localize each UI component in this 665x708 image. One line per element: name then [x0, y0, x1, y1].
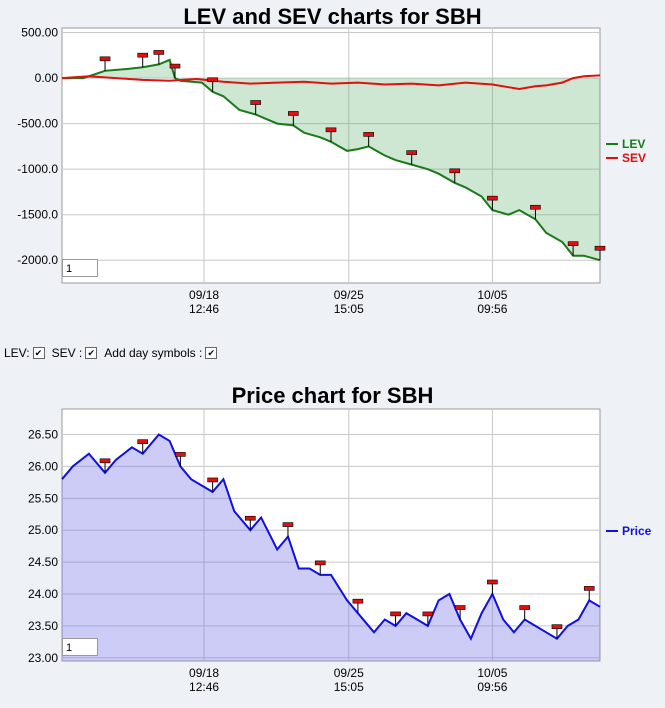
day-marker: [99, 56, 111, 62]
x-tick-label: 10/05: [477, 288, 507, 302]
series-line-lev: [62, 58, 601, 262]
day-marker: [449, 168, 461, 174]
day-marker: [567, 241, 579, 246]
sev-checkbox[interactable]: ✔: [85, 347, 98, 359]
y-tick-label: -500.00: [17, 117, 58, 131]
day-marker: [352, 598, 364, 604]
x-tick-label: 09:56: [477, 680, 507, 694]
x-tick-label: 09:56: [477, 302, 507, 316]
day-marker: [207, 477, 218, 483]
lev-zoom-input[interactable]: 1: [62, 259, 98, 277]
day-marker: [325, 127, 337, 133]
x-tick-label: 09/25: [334, 666, 364, 680]
series-line-sev: [61, 74, 601, 91]
y-tick-label: 0.00: [35, 71, 59, 85]
day-marker: [245, 515, 256, 521]
x-tick-label: 09/25: [334, 288, 364, 302]
legend-label: Price: [622, 524, 652, 538]
day-marker: [363, 132, 374, 137]
series-area: [62, 434, 600, 661]
day-marker: [487, 195, 498, 201]
lev-label: LEV:: [4, 346, 30, 360]
x-tick-label: 12:46: [189, 680, 219, 694]
day-marker: [422, 611, 434, 617]
day-marker: [153, 50, 165, 55]
plot-area: [61, 27, 601, 284]
y-tick-label: 25.00: [28, 523, 58, 537]
day-marker: [583, 586, 595, 591]
day-marker: [314, 560, 326, 566]
y-tick-label: 23.00: [28, 651, 58, 665]
day-marker: [406, 150, 418, 155]
y-tick-label: 26.00: [28, 459, 58, 473]
lev-sev-chart-title: LEV and SEV charts for SBH: [183, 4, 482, 29]
lev-checkbox[interactable]: ✔: [32, 347, 45, 359]
x-tick-label: 09/18: [189, 288, 219, 302]
day-marker: [454, 605, 466, 610]
x-tick-label: 10/05: [477, 666, 507, 680]
x-tick-label: 09/18: [189, 666, 219, 680]
y-tick-label: 500.00: [21, 26, 58, 40]
lev-sev-chart: 500.00 0.00 -500.00 -1000.0 -1500.0 -2000.0 09…: [17, 26, 646, 316]
series-line-price: [61, 433, 601, 641]
price-zoom-input[interactable]: 1: [62, 638, 98, 656]
day-marker: [594, 245, 606, 251]
plot-area: [61, 408, 601, 662]
y-tick-label: 23.50: [28, 619, 58, 633]
day-marker: [137, 439, 148, 444]
price-chart-title: Price chart for SBH: [231, 383, 434, 408]
day-marker: [551, 624, 563, 629]
day-marker: [487, 579, 498, 585]
x-tick-label: 12:46: [189, 302, 219, 316]
day-marker: [282, 522, 294, 527]
y-tick-label: 25.50: [28, 491, 58, 505]
y-tick-label: -1000.0: [17, 162, 58, 176]
day-marker: [137, 52, 148, 58]
x-tick-label: 15:05: [334, 680, 364, 694]
day-marker: [530, 204, 541, 210]
day-marker: [169, 63, 181, 69]
day-marker: [99, 458, 111, 464]
sev-label: SEV :: [51, 346, 83, 360]
day-marker: [519, 605, 530, 610]
chart-controls: LEV: ✔ SEV : ✔ Add day symbols : ✔: [4, 346, 221, 360]
day-marker: [250, 100, 261, 105]
day-symbols-checkbox[interactable]: ✔: [205, 347, 218, 359]
day-marker: [207, 77, 218, 83]
y-tick-label: 26.50: [28, 428, 58, 442]
day-marker: [390, 611, 401, 617]
day-marker: [288, 111, 299, 116]
legend-label: LEV: [622, 137, 645, 151]
x-tick-label: 15:05: [334, 302, 364, 316]
series-area: [62, 59, 600, 261]
day-symbols-label: Add day symbols :: [104, 346, 203, 360]
y-tick-label: -1500.0: [17, 208, 58, 222]
y-tick-label: -2000.0: [17, 253, 58, 267]
legend-label: SEV: [622, 151, 646, 165]
day-marker: [175, 452, 186, 457]
y-tick-label: 24.00: [28, 587, 58, 601]
y-tick-label: 24.50: [28, 555, 58, 569]
